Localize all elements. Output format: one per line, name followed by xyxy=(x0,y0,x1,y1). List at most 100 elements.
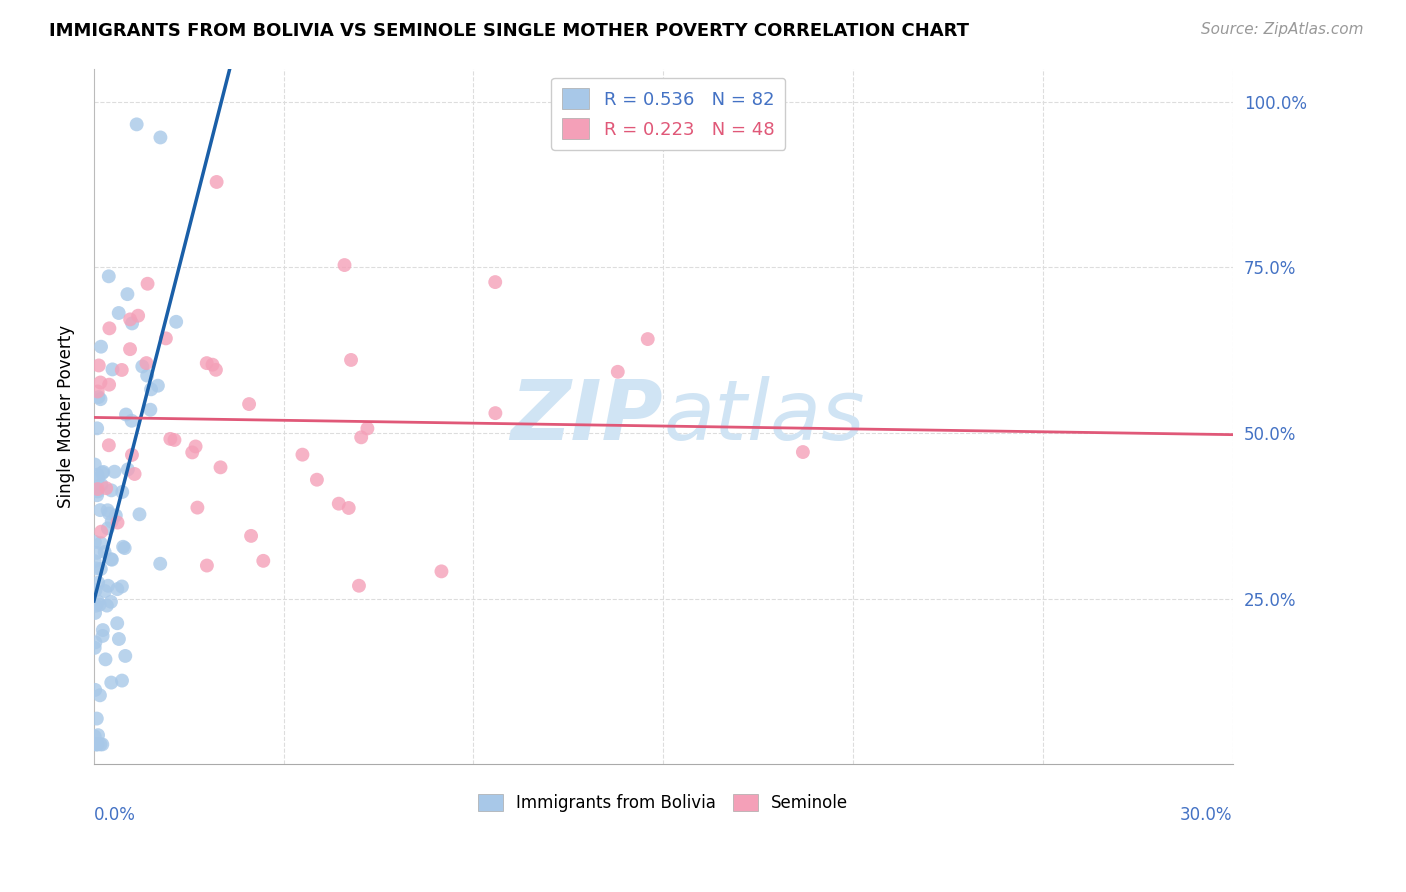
Point xyxy=(186,500,208,515)
Point xyxy=(333,258,356,272)
Point xyxy=(195,558,218,573)
Point xyxy=(98,321,121,335)
Point xyxy=(240,529,263,543)
Point xyxy=(91,629,114,643)
Point xyxy=(209,460,232,475)
Point xyxy=(98,377,121,392)
Point xyxy=(89,503,111,517)
Point xyxy=(87,594,110,608)
Text: atlas: atlas xyxy=(664,376,865,457)
Point xyxy=(252,554,274,568)
Point xyxy=(135,356,157,370)
Point xyxy=(90,340,112,354)
Point xyxy=(87,484,110,499)
Point xyxy=(97,507,120,521)
Point xyxy=(97,269,120,284)
Point xyxy=(84,635,107,649)
Point xyxy=(125,117,148,131)
Point xyxy=(100,595,122,609)
Point xyxy=(149,557,172,571)
Point xyxy=(90,562,112,576)
Point xyxy=(155,331,177,345)
Point xyxy=(127,309,149,323)
Point xyxy=(128,508,150,522)
Point xyxy=(89,392,111,407)
Point xyxy=(356,421,378,435)
Point xyxy=(136,368,159,383)
Point xyxy=(115,408,138,422)
Point xyxy=(84,561,107,575)
Point xyxy=(105,582,128,596)
Point xyxy=(91,623,114,637)
Point xyxy=(94,652,117,666)
Point xyxy=(87,384,110,399)
Text: 0.0%: 0.0% xyxy=(94,806,136,824)
Point xyxy=(114,648,136,663)
Point xyxy=(112,540,135,554)
Point xyxy=(131,359,153,374)
Point xyxy=(111,579,134,593)
Point xyxy=(637,332,659,346)
Point xyxy=(87,359,110,373)
Point xyxy=(87,390,110,404)
Point xyxy=(121,448,143,462)
Point xyxy=(91,465,114,479)
Point xyxy=(89,376,111,390)
Point xyxy=(149,130,172,145)
Point xyxy=(340,353,363,368)
Point xyxy=(120,312,142,326)
Point xyxy=(87,575,110,590)
Point xyxy=(84,682,107,697)
Point xyxy=(184,440,207,454)
Point xyxy=(792,445,814,459)
Point xyxy=(347,579,370,593)
Point xyxy=(96,599,118,613)
Point xyxy=(96,481,118,495)
Text: IMMIGRANTS FROM BOLIVIA VS SEMINOLE SINGLE MOTHER POVERTY CORRELATION CHART: IMMIGRANTS FROM BOLIVIA VS SEMINOLE SING… xyxy=(49,22,969,40)
Point xyxy=(104,508,127,523)
Point xyxy=(100,483,122,498)
Point xyxy=(108,632,131,646)
Point xyxy=(87,738,110,752)
Point xyxy=(118,342,141,356)
Point xyxy=(136,277,159,291)
Point xyxy=(111,673,134,688)
Point xyxy=(97,438,120,452)
Point xyxy=(84,599,107,613)
Point xyxy=(205,363,228,377)
Legend: Immigrants from Bolivia, Seminole: Immigrants from Bolivia, Seminole xyxy=(471,787,855,819)
Point xyxy=(100,675,122,690)
Point xyxy=(337,500,360,515)
Point xyxy=(114,541,136,555)
Point xyxy=(86,488,108,502)
Point xyxy=(105,616,128,631)
Point xyxy=(328,497,350,511)
Point xyxy=(291,448,314,462)
Point xyxy=(87,482,110,496)
Point xyxy=(89,738,111,752)
Point xyxy=(91,466,114,480)
Point xyxy=(83,730,105,744)
Point xyxy=(86,467,108,482)
Point xyxy=(90,524,112,539)
Point xyxy=(100,552,122,566)
Point xyxy=(94,584,117,599)
Point xyxy=(238,397,260,411)
Point xyxy=(84,606,107,620)
Point xyxy=(117,287,139,301)
Text: Source: ZipAtlas.com: Source: ZipAtlas.com xyxy=(1201,22,1364,37)
Point xyxy=(111,363,134,377)
Point xyxy=(84,583,107,598)
Point xyxy=(107,516,129,530)
Point xyxy=(111,485,134,500)
Point xyxy=(89,689,111,703)
Point xyxy=(146,378,169,392)
Point xyxy=(163,433,186,447)
Text: 30.0%: 30.0% xyxy=(1180,806,1233,824)
Point xyxy=(84,738,107,752)
Point xyxy=(606,365,628,379)
Point xyxy=(86,738,108,752)
Point xyxy=(124,467,146,481)
Text: ZIP: ZIP xyxy=(510,376,664,457)
Point xyxy=(103,465,125,479)
